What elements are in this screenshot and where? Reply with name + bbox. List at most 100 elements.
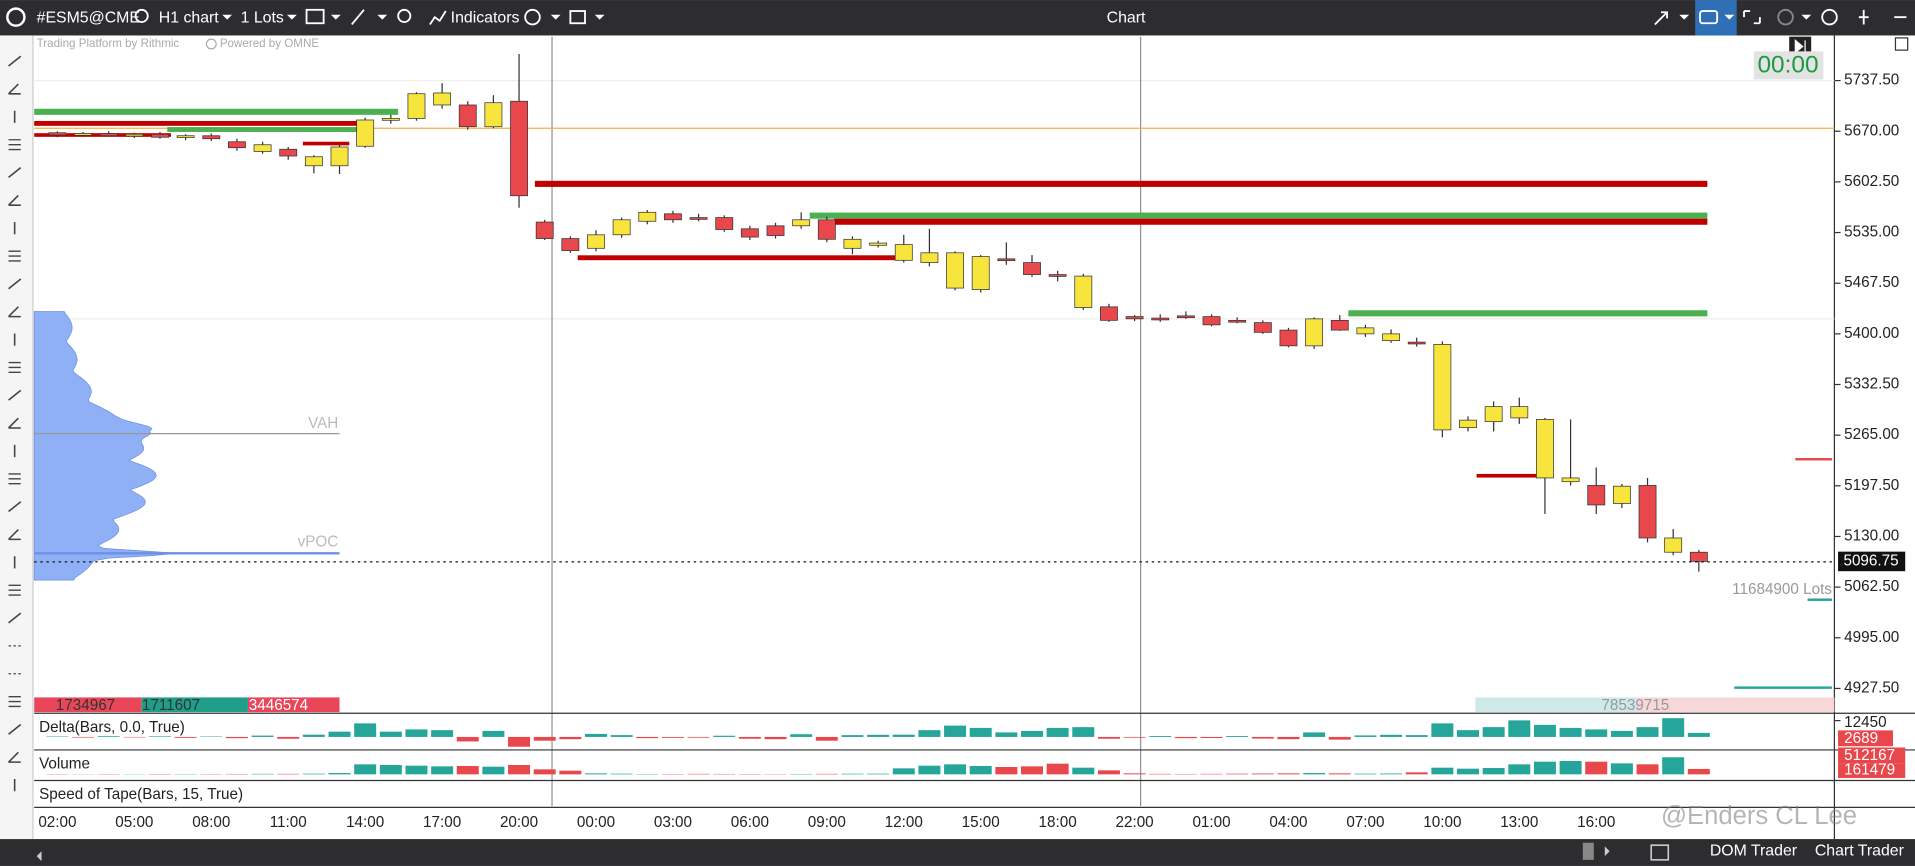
value-tag: [1838, 747, 1906, 764]
tool-icon[interactable]: [8, 501, 22, 513]
candle-body: [1253, 322, 1272, 333]
y-tick-label: 12450: [1844, 714, 1886, 731]
fullscreen-icon[interactable]: [1743, 10, 1761, 25]
tool-icon[interactable]: [7, 194, 21, 207]
candle-body: [202, 135, 221, 140]
pin-icon[interactable]: [1858, 9, 1869, 25]
caret[interactable]: [377, 14, 388, 20]
delta-bar: [892, 734, 915, 737]
quantity[interactable]: 1 Lots: [241, 10, 284, 27]
search-icon[interactable]: [134, 8, 149, 23]
volume-bar: [687, 773, 710, 775]
chart-trader-button[interactable]: Chart Trader: [1815, 842, 1905, 859]
caret[interactable]: [1801, 14, 1812, 20]
tool-icon[interactable]: [8, 166, 22, 179]
branding: Powered by OMNE: [220, 37, 319, 50]
volume-bar: [1303, 773, 1326, 775]
indicators-button[interactable]: Indicators: [451, 10, 520, 27]
delta-bar: [1431, 723, 1454, 737]
candle-body: [1689, 551, 1708, 562]
caret[interactable]: [550, 14, 561, 20]
volume-bar: [302, 773, 325, 775]
crosshair-icon[interactable]: [524, 8, 541, 26]
delta-bar: [174, 736, 197, 738]
scroll-right[interactable]: [1604, 846, 1610, 857]
tool-icon[interactable]: [7, 306, 21, 318]
caret[interactable]: [594, 14, 605, 20]
stat-box: [1475, 697, 1637, 713]
x-tick-label: 18:00: [1039, 814, 1077, 831]
scroll-thumb[interactable]: [1582, 842, 1594, 860]
volume-bar: [944, 764, 967, 775]
delta-bar: [738, 736, 761, 739]
delta-bar: [1174, 736, 1197, 739]
volume-bar: [892, 768, 915, 775]
candle-body: [1638, 485, 1657, 539]
play-icon[interactable]: [1794, 39, 1806, 54]
volume-bar: [1687, 768, 1710, 775]
tool-icon[interactable]: [8, 389, 22, 401]
tool-icon[interactable]: [8, 250, 21, 262]
y-tick-label: 5197.50: [1844, 477, 1899, 494]
draw-icon[interactable]: [351, 9, 365, 26]
candle-body: [74, 133, 92, 136]
delta-bar: [995, 732, 1018, 737]
tool-icon[interactable]: [8, 139, 21, 151]
volume-bar: [1662, 757, 1685, 775]
volume-bar: [841, 773, 864, 775]
tool-icon[interactable]: [7, 83, 21, 95]
collapse-icon[interactable]: [1654, 11, 1668, 26]
settings-icon[interactable]: [1821, 8, 1838, 26]
symbol[interactable]: #ESM5@CME: [37, 10, 140, 27]
delta-bar: [1533, 724, 1556, 737]
indicators-icon[interactable]: [429, 10, 447, 25]
scroll-left[interactable]: [36, 851, 42, 862]
candle-body: [1664, 537, 1683, 553]
window-icon[interactable]: [569, 10, 586, 25]
delta-bar: [277, 736, 300, 739]
x-tick-label: 05:00: [115, 814, 153, 831]
delta-bar: [1354, 735, 1377, 737]
pane-menu[interactable]: [1894, 37, 1909, 51]
delta-bar: [456, 736, 479, 742]
caret[interactable]: [1724, 14, 1735, 20]
tool-icon[interactable]: [8, 361, 21, 373]
camera-icon[interactable]: [1699, 10, 1719, 25]
last-price-label: 5096.75: [1843, 552, 1898, 569]
volume-bar: [610, 773, 633, 775]
status-icon[interactable]: [1777, 8, 1794, 26]
volume-bar: [1328, 773, 1351, 775]
tool-icon[interactable]: [8, 696, 21, 708]
tool-icon[interactable]: [8, 55, 22, 67]
calendar-icon[interactable]: [1650, 844, 1670, 861]
y-tick-label: 5737.50: [1844, 72, 1899, 89]
panel-title: Volume: [39, 756, 90, 773]
tool-icon[interactable]: [8, 473, 21, 485]
dom-trader-button[interactable]: DOM Trader: [1710, 842, 1798, 859]
volume-bar: [1585, 761, 1608, 775]
caret[interactable]: [287, 14, 297, 20]
caret[interactable]: [1679, 14, 1690, 20]
template-icon[interactable]: [305, 8, 325, 25]
y-tick-label: 5265.00: [1844, 426, 1899, 443]
caret[interactable]: [330, 14, 341, 20]
zoom-icon[interactable]: [397, 8, 412, 23]
tool-icon[interactable]: [8, 612, 22, 624]
delta-bar: [1072, 727, 1095, 737]
app-logo[interactable]: [6, 7, 26, 27]
candle-body: [1100, 306, 1118, 321]
tool-icon[interactable]: [7, 417, 21, 429]
value-tag-label: 2689: [1844, 730, 1878, 747]
tool-icon[interactable]: [7, 529, 21, 541]
timeframe[interactable]: H1 chart: [159, 10, 220, 27]
volume-bar: [508, 765, 531, 775]
caret[interactable]: [222, 14, 233, 20]
stat-box: [1636, 697, 1835, 713]
stat-box: [141, 697, 248, 713]
tool-icon[interactable]: [8, 723, 22, 735]
tool-icon[interactable]: [8, 584, 21, 596]
tool-icon[interactable]: [7, 751, 21, 763]
tool-icon[interactable]: [8, 278, 22, 290]
